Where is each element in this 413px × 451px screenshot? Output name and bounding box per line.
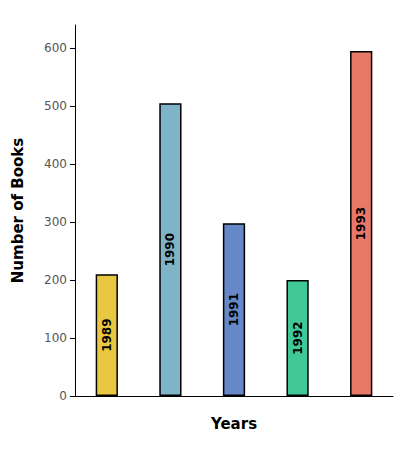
svg-text:1991: 1991 (227, 293, 241, 326)
svg-text:300: 300 (44, 215, 67, 229)
svg-text:500: 500 (44, 99, 67, 113)
svg-text:Years: Years (210, 415, 257, 433)
svg-text:1992: 1992 (291, 321, 305, 354)
svg-text:1993: 1993 (354, 207, 368, 240)
svg-text:Number of Books: Number of Books (9, 138, 27, 283)
svg-text:200: 200 (44, 273, 67, 287)
svg-text:1990: 1990 (163, 233, 177, 266)
svg-text:400: 400 (44, 157, 67, 171)
svg-text:1989: 1989 (100, 318, 114, 351)
svg-text:600: 600 (44, 41, 67, 55)
svg-text:100: 100 (44, 331, 67, 345)
svg-text:0: 0 (59, 389, 67, 403)
